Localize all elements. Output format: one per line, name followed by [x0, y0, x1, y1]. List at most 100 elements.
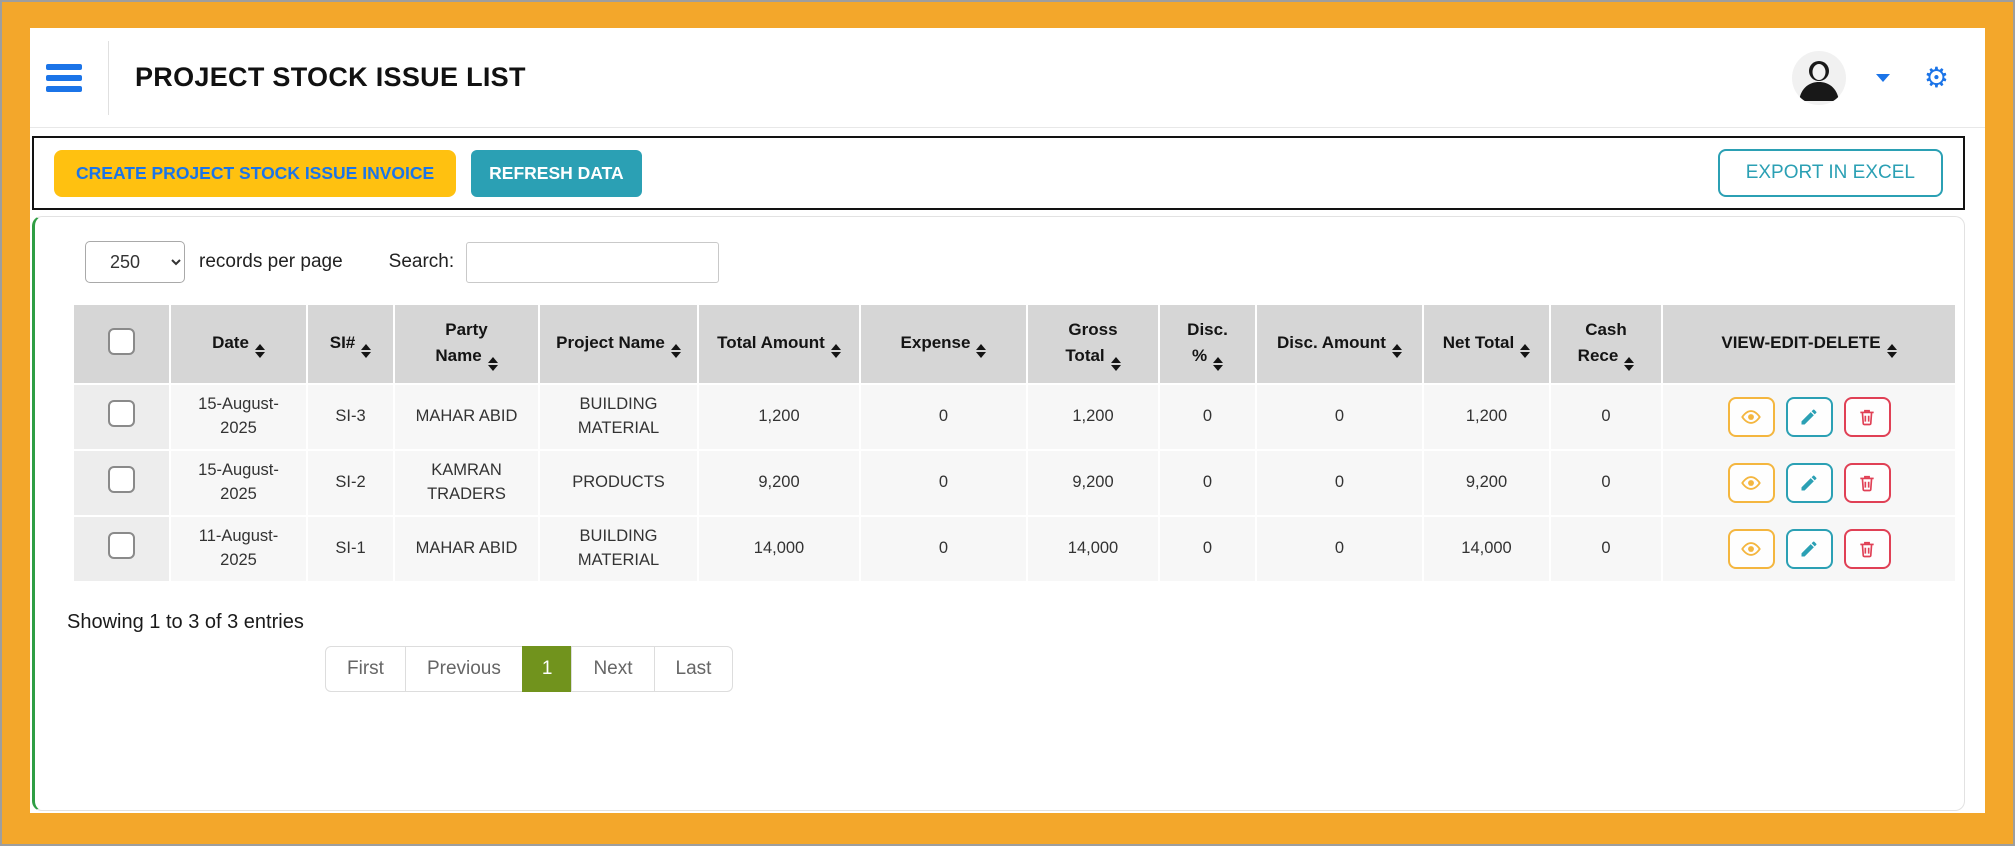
delete-button[interactable]: [1843, 463, 1891, 503]
cell-total: 14,000: [699, 517, 859, 581]
cell-project: BUILDING MATERIAL: [540, 517, 697, 581]
table-body: 15-August-2025 SI-3 MAHAR ABID BUILDING …: [74, 385, 1955, 581]
trash-icon: [1860, 541, 1874, 558]
sort-icon: [361, 344, 372, 358]
col-header-date[interactable]: Date: [171, 305, 306, 383]
table-header-row: Date SI# Party Name Project Name Total A…: [74, 305, 1955, 383]
col-header-total-amount[interactable]: Total Amount: [699, 305, 859, 383]
sort-icon: [1391, 344, 1402, 358]
create-invoice-button[interactable]: CREATE PROJECT STOCK ISSUE INVOICE: [54, 149, 457, 197]
table-controls: 250 records per page Search:: [35, 217, 1964, 283]
cell-gross: 1,200: [1028, 385, 1158, 449]
trash-icon: [1860, 409, 1874, 426]
header-divider: [108, 40, 109, 115]
cell-disc-pct: 0: [1160, 451, 1255, 515]
col-header-si[interactable]: SI#: [308, 305, 393, 383]
delete-button[interactable]: [1843, 397, 1891, 437]
table-row: 15-August-2025 SI-2 KAMRAN TRADERS PRODU…: [74, 451, 1955, 515]
cell-si: SI-2: [308, 451, 393, 515]
cell-disc-amount: 0: [1257, 451, 1422, 515]
cell-disc-amount: 0: [1257, 385, 1422, 449]
user-menu-caret-icon[interactable]: [1875, 73, 1890, 82]
settings-gear-icon[interactable]: ⚙: [1923, 61, 1949, 93]
pagination: First Previous 1 Next Last: [325, 646, 734, 692]
cell-party: MAHAR ABID: [395, 517, 538, 581]
page-size-select[interactable]: 250: [85, 241, 185, 283]
delete-button[interactable]: [1843, 529, 1891, 569]
pagination-previous[interactable]: Previous: [404, 646, 523, 692]
select-all-checkbox[interactable]: [108, 328, 135, 355]
col-header-actions[interactable]: VIEW-EDIT-DELETE: [1663, 305, 1955, 383]
view-button[interactable]: [1727, 529, 1775, 569]
col-header-net-total[interactable]: Net Total: [1424, 305, 1549, 383]
sort-icon: [1624, 357, 1635, 372]
pagination-next[interactable]: Next: [571, 646, 655, 692]
cell-si: SI-1: [308, 517, 393, 581]
person-icon: [1798, 60, 1839, 101]
cell-cash: 0: [1551, 451, 1661, 515]
pagination-first[interactable]: First: [325, 646, 406, 692]
eye-icon: [1741, 476, 1761, 490]
sort-icon: [1110, 357, 1121, 372]
row-actions: [1673, 529, 1945, 569]
view-button[interactable]: [1727, 397, 1775, 437]
showing-entries-text: Showing 1 to 3 of 3 entries: [67, 611, 304, 633]
sort-icon: [830, 344, 841, 358]
edit-button[interactable]: [1785, 463, 1833, 503]
pencil-icon: [1801, 475, 1817, 491]
user-avatar[interactable]: [1791, 50, 1846, 105]
col-header-disc-amount[interactable]: Disc. Amount: [1257, 305, 1422, 383]
cell-total: 1,200: [699, 385, 859, 449]
row-checkbox[interactable]: [108, 465, 135, 493]
pencil-icon: [1801, 541, 1817, 557]
cell-disc-pct: 0: [1160, 517, 1255, 581]
cell-date: 15-August-2025: [171, 385, 306, 449]
cell-expense: 0: [861, 385, 1026, 449]
col-header-expense[interactable]: Expense: [861, 305, 1026, 383]
cell-expense: 0: [861, 451, 1026, 515]
row-actions: [1673, 397, 1945, 437]
eye-icon: [1741, 410, 1761, 424]
cell-si: SI-3: [308, 385, 393, 449]
cell-project: PRODUCTS: [540, 451, 697, 515]
cell-date: 15-August-2025: [171, 451, 306, 515]
edit-button[interactable]: [1785, 397, 1833, 437]
cell-net: 1,200: [1424, 385, 1549, 449]
sort-icon: [1213, 357, 1224, 372]
pagination-page-1[interactable]: 1: [521, 646, 573, 692]
row-checkbox[interactable]: [108, 531, 135, 559]
search-input[interactable]: [466, 241, 720, 283]
search-label: Search:: [388, 251, 455, 272]
col-header-project-name[interactable]: Project Name: [540, 305, 697, 383]
view-button[interactable]: [1727, 463, 1775, 503]
sort-icon: [487, 357, 498, 372]
hamburger-menu-icon[interactable]: [46, 63, 82, 92]
cell-disc-amount: 0: [1257, 517, 1422, 581]
cell-gross: 14,000: [1028, 517, 1158, 581]
col-header-cash-rece[interactable]: Cash Rece: [1551, 305, 1661, 383]
edit-button[interactable]: [1785, 529, 1833, 569]
cell-disc-pct: 0: [1160, 385, 1255, 449]
cell-project: BUILDING MATERIAL: [540, 385, 697, 449]
row-checkbox[interactable]: [108, 399, 135, 427]
col-header-disc-pct[interactable]: Disc. %: [1160, 305, 1255, 383]
cell-expense: 0: [861, 517, 1026, 581]
refresh-data-button[interactable]: REFRESH DATA: [471, 149, 642, 197]
stock-issue-table: Date SI# Party Name Project Name Total A…: [72, 303, 1957, 583]
page: PROJECT STOCK ISSUE LIST ⚙ CREATE PROJEC…: [30, 28, 1985, 813]
cell-net: 14,000: [1424, 517, 1549, 581]
cell-cash: 0: [1551, 517, 1661, 581]
pagination-last[interactable]: Last: [653, 646, 734, 692]
sort-icon: [1520, 344, 1531, 358]
table-row: 11-August-2025 SI-1 MAHAR ABID BUILDING …: [74, 517, 1955, 581]
cell-cash: 0: [1551, 385, 1661, 449]
export-excel-button[interactable]: EXPORT IN EXCEL: [1717, 149, 1943, 197]
sort-icon: [1886, 344, 1897, 358]
trash-icon: [1860, 475, 1874, 492]
col-header-party-name[interactable]: Party Name: [395, 305, 538, 383]
cell-date: 11-August-2025: [171, 517, 306, 581]
cell-total: 9,200: [699, 451, 859, 515]
app-header: PROJECT STOCK ISSUE LIST ⚙: [30, 28, 1985, 128]
col-header-gross-total[interactable]: Gross Total: [1028, 305, 1158, 383]
